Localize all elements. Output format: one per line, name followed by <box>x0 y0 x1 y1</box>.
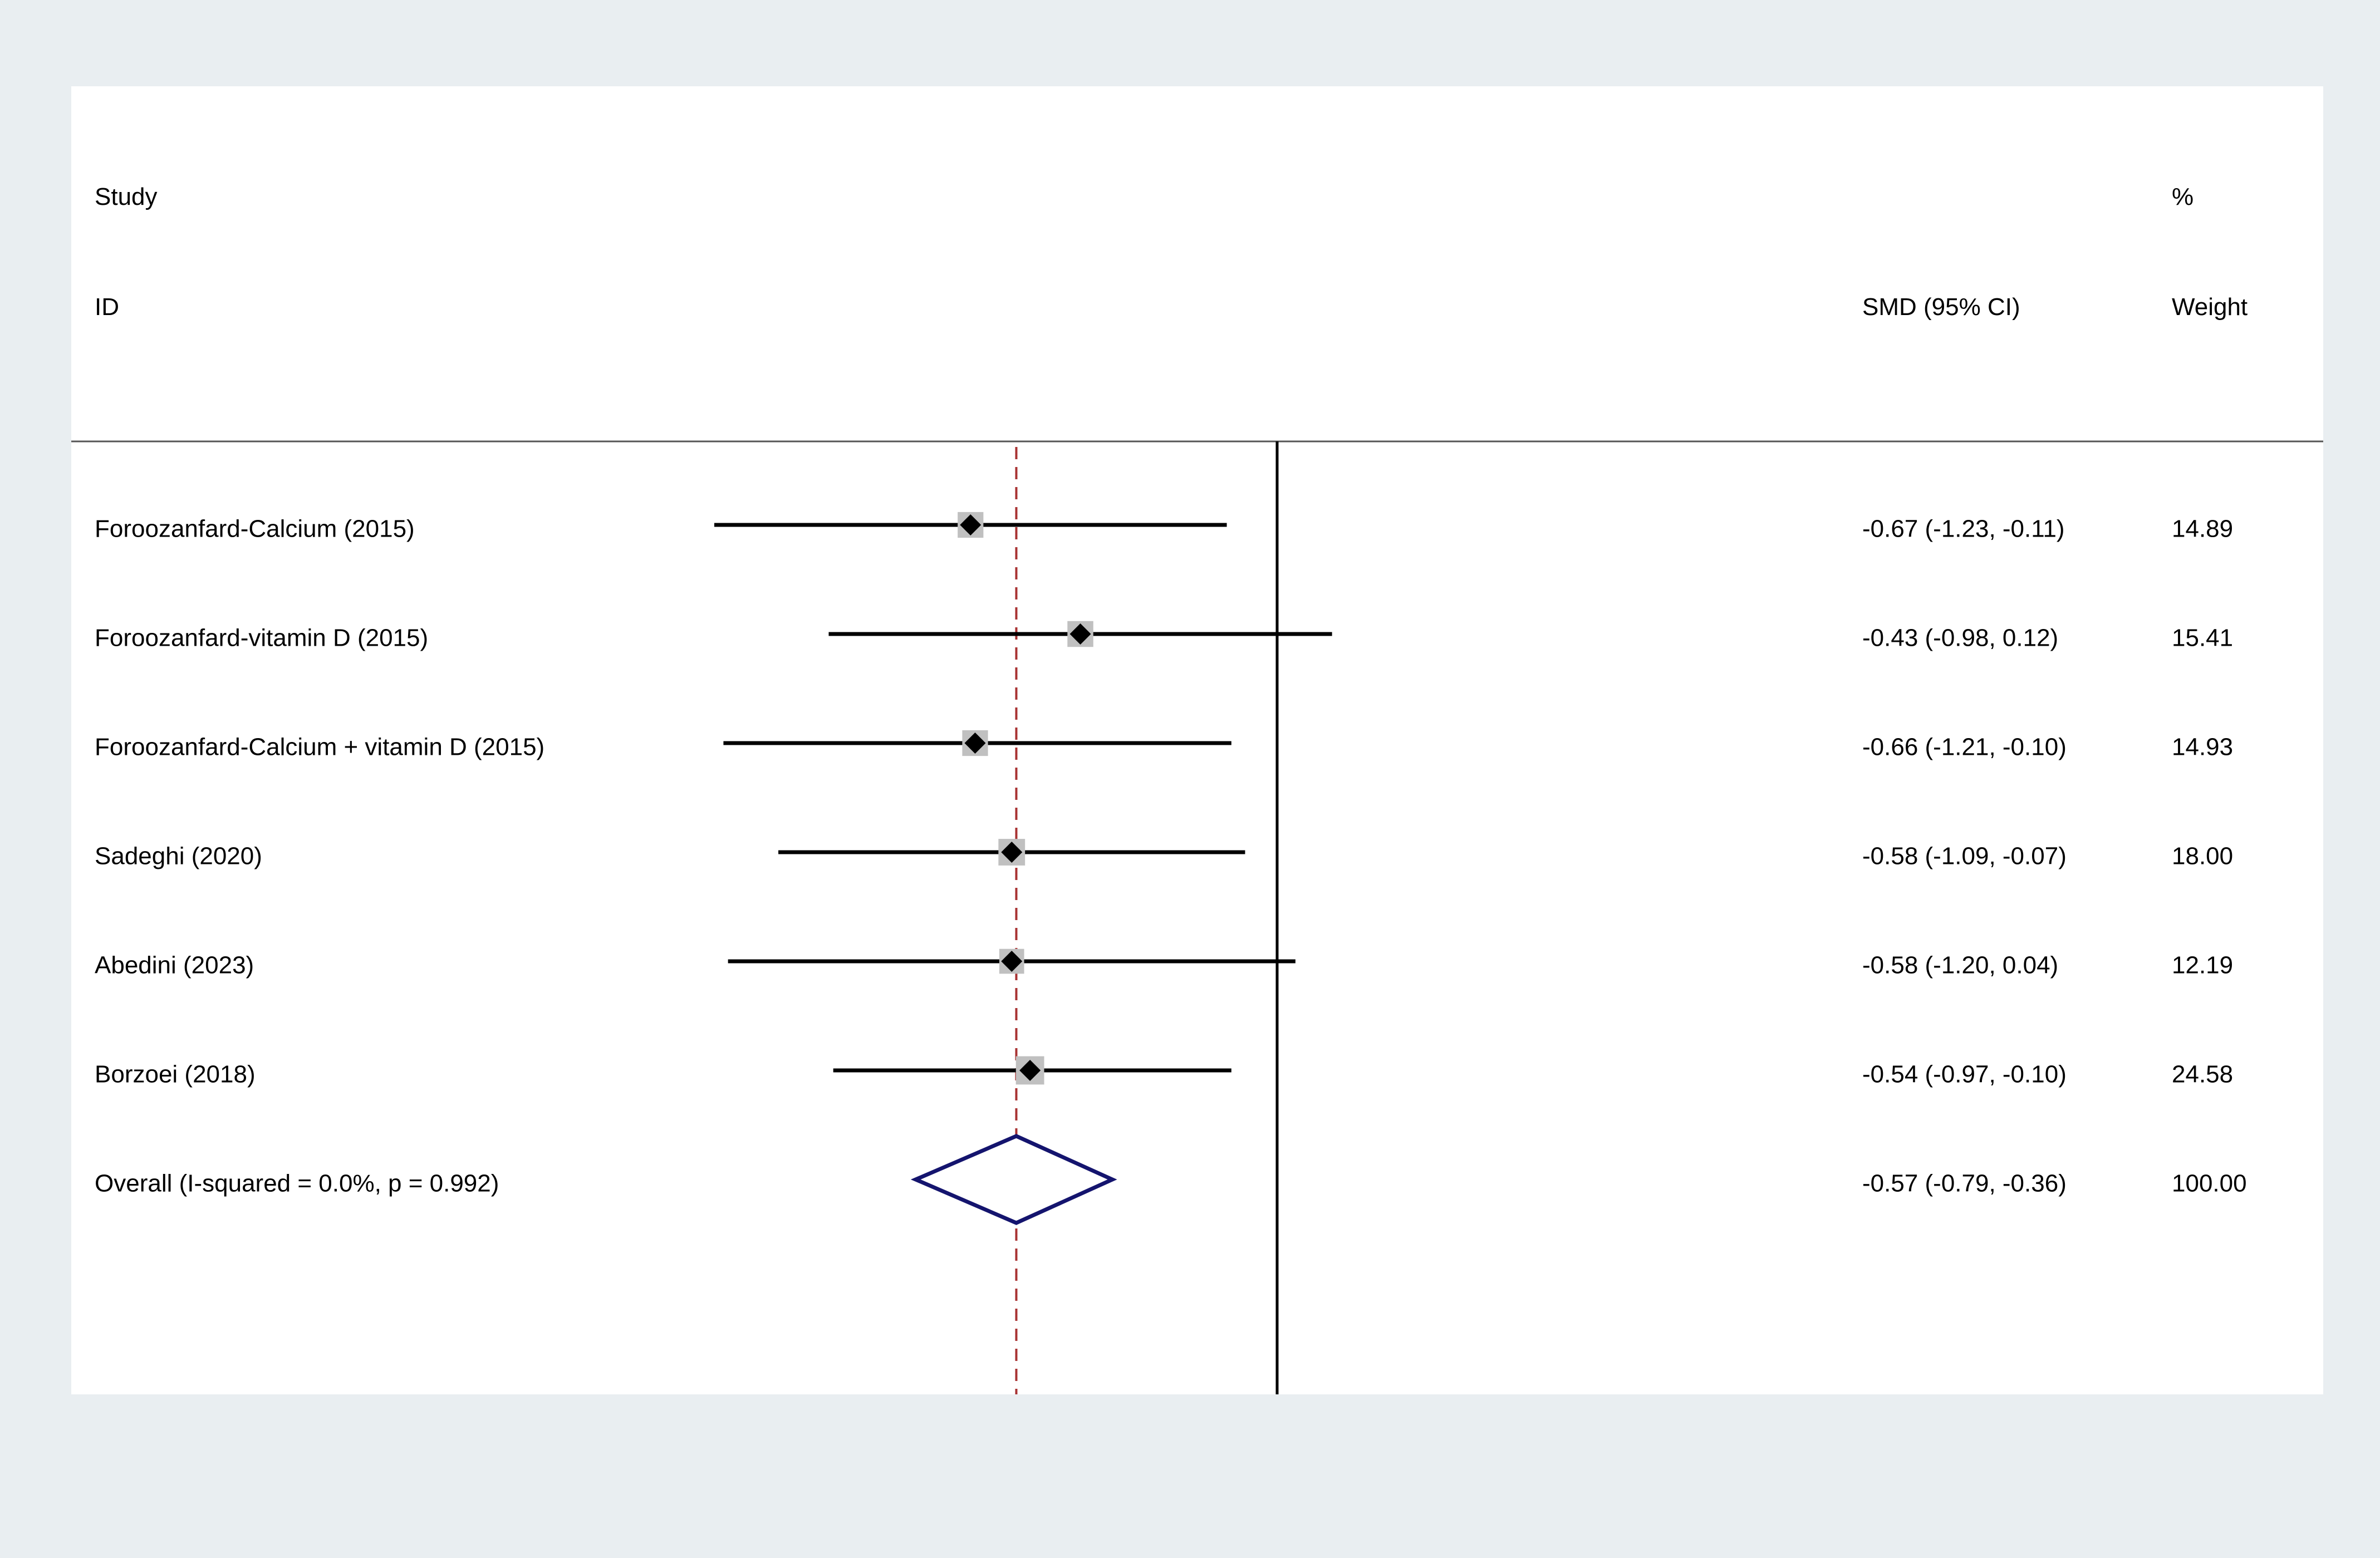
forest-plot: Study ID SMD (95% CI) % Weight Foroozanf… <box>71 183 2323 1394</box>
ci-value: -0.43 (-0.98, 0.12) <box>1862 625 2058 652</box>
header-weight-percent: % <box>2172 183 2193 210</box>
study-label: Foroozanfard-Calcium + vitamin D (2015) <box>95 734 544 761</box>
overall-label: Overall (I-squared = 0.0%, p = 0.992) <box>95 1170 499 1197</box>
point-estimate <box>1001 842 1023 863</box>
point-estimate <box>1069 623 1091 645</box>
weight-value: 24.58 <box>2172 1061 2233 1088</box>
study-label: Sadeghi (2020) <box>95 843 262 870</box>
point-estimate <box>1001 951 1023 972</box>
plot-panel: Study ID SMD (95% CI) % Weight Foroozanf… <box>71 86 2323 1394</box>
weight-value: 14.89 <box>2172 515 2233 543</box>
ci-value: -0.66 (-1.21, -0.10) <box>1862 734 2067 761</box>
header-weight: Weight <box>2172 293 2247 321</box>
study-label: Borzoei (2018) <box>95 1061 256 1088</box>
header-study: Study <box>95 183 158 210</box>
study-label: Foroozanfard-vitamin D (2015) <box>95 625 428 652</box>
weight-value: 15.41 <box>2172 625 2233 652</box>
overall-diamond <box>910 1134 1117 1225</box>
study-label: Foroozanfard-Calcium (2015) <box>95 515 415 543</box>
ci-value: -0.58 (-1.20, 0.04) <box>1862 952 2058 979</box>
weight-value: 14.93 <box>2172 734 2233 761</box>
overall-weight-value: 100.00 <box>2172 1170 2247 1197</box>
ci-value: -0.58 (-1.09, -0.07) <box>1862 843 2067 870</box>
header-id: ID <box>95 293 119 321</box>
point-estimate <box>1019 1060 1041 1081</box>
weight-value: 12.19 <box>2172 952 2233 979</box>
ci-value: -0.67 (-1.23, -0.11) <box>1862 515 2065 543</box>
ci-value: -0.54 (-0.97, -0.10) <box>1862 1061 2067 1088</box>
weight-value: 18.00 <box>2172 843 2233 870</box>
point-estimate <box>960 514 982 535</box>
header-effect: SMD (95% CI) <box>1862 293 2020 321</box>
point-estimate <box>964 733 986 754</box>
overall-ci-value: -0.57 (-0.79, -0.36) <box>1862 1170 2067 1197</box>
study-label: Abedini (2023) <box>95 952 254 979</box>
